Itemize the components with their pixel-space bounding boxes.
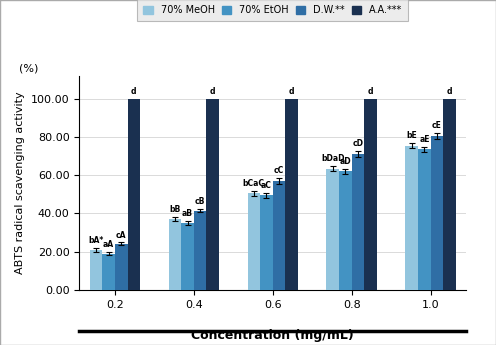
Y-axis label: ABTS radical scavenging activity: ABTS radical scavenging activity (15, 91, 25, 274)
Text: cE: cE (432, 121, 442, 130)
Bar (405, 146, 418, 290)
Bar (365, 99, 377, 290)
Legend: 70% MeOH, 70% EtOH, D.W.**, A.A.***: 70% MeOH, 70% EtOH, D.W.**, A.A.*** (137, 0, 408, 21)
Text: d: d (131, 87, 136, 96)
Bar (431, 136, 443, 290)
Text: aE: aE (419, 135, 430, 144)
Text: cD: cD (353, 139, 364, 148)
Bar (352, 154, 365, 290)
Text: cC: cC (274, 166, 284, 175)
Text: bB: bB (169, 205, 181, 214)
Bar (285, 99, 298, 290)
Text: bCaC: bCaC (243, 179, 265, 188)
Text: d: d (289, 87, 295, 96)
Bar (206, 99, 219, 290)
Bar (90, 250, 102, 290)
Bar (194, 210, 206, 290)
Bar (273, 181, 285, 290)
Bar (260, 195, 273, 290)
Bar (443, 99, 456, 290)
Text: aB: aB (182, 209, 193, 218)
Text: d: d (447, 87, 452, 96)
Bar (127, 99, 140, 290)
Text: aA: aA (103, 240, 114, 249)
Bar (339, 171, 352, 290)
Bar (418, 149, 431, 290)
Text: (%): (%) (19, 64, 39, 74)
Bar (181, 223, 194, 290)
Text: d: d (368, 87, 373, 96)
Bar (169, 219, 181, 290)
Text: bA*: bA* (88, 236, 104, 245)
Bar (326, 168, 339, 290)
Text: bE: bE (406, 131, 417, 140)
X-axis label: Concentration (mg/mL): Concentration (mg/mL) (191, 329, 354, 342)
Text: bDaD: bDaD (321, 154, 345, 163)
Text: d: d (210, 87, 216, 96)
Text: aC: aC (261, 181, 272, 190)
Text: aD: aD (340, 157, 351, 166)
Bar (115, 244, 127, 290)
Bar (102, 254, 115, 290)
Bar (248, 193, 260, 290)
Text: cA: cA (116, 230, 126, 239)
Text: cB: cB (195, 197, 205, 206)
